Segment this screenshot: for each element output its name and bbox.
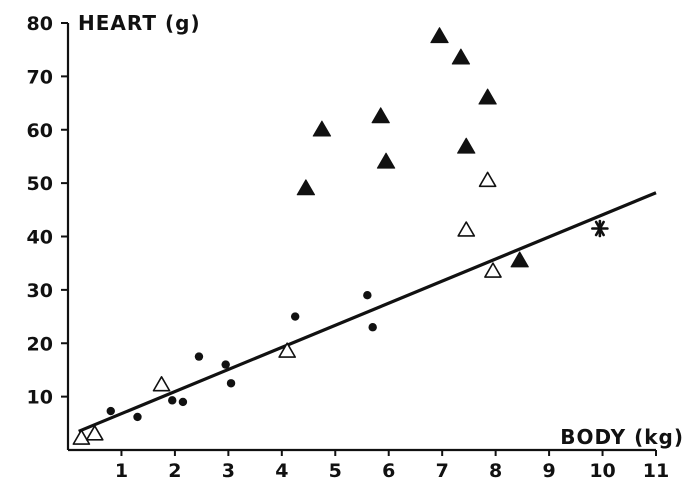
x-tick-label: 11 [643, 460, 669, 482]
data-point-open-triangle [72, 429, 91, 445]
tick-marks [61, 22, 657, 456]
data-point-filled-triangle [430, 27, 449, 44]
x-tick-label: 5 [329, 460, 342, 482]
y-axis-title: HEART (g) [78, 11, 201, 35]
regression-line [78, 191, 657, 433]
data-point-circle [194, 352, 204, 361]
x-tick-label: 2 [168, 460, 181, 482]
x-tick-label: 3 [222, 460, 235, 482]
data-point-open-triangle [484, 262, 502, 278]
data-point-circle [363, 291, 372, 300]
x-tick-label: 6 [382, 460, 395, 482]
y-tick-label: 60 [27, 120, 53, 142]
y-tick-label: 30 [27, 280, 53, 302]
x-tick-label: 10 [589, 460, 615, 482]
data-point-open-triangle [85, 425, 104, 441]
data-point-open-triangle [152, 376, 171, 392]
data-point-filled-triangle [457, 137, 476, 154]
data-point-circle [368, 323, 377, 332]
data-point-circle [168, 396, 177, 405]
data-point-circle [221, 360, 230, 369]
data-point-open-triangle [457, 221, 476, 237]
data-point-filled-triangle [478, 88, 497, 105]
x-tick-label: 8 [489, 460, 502, 482]
data-point-circle [106, 406, 115, 416]
x-tick-label: 1 [115, 460, 128, 482]
y-tick-label: 10 [27, 387, 53, 409]
y-tick-label: 40 [27, 227, 53, 249]
data-point-open-triangle [278, 342, 297, 358]
data-point-asterisk [591, 219, 609, 238]
data-markers [72, 27, 609, 445]
tick-labels: 1 2 3 4 5 6 7 8 9 10 11 10 20 30 40 50 60 70 80 [27, 13, 670, 482]
data-point-filled-triangle [296, 179, 316, 196]
data-point-circle [178, 397, 188, 407]
data-point-circle [290, 312, 300, 321]
data-point-circle [226, 379, 236, 388]
data-point-open-triangle [478, 171, 497, 188]
x-tick-label: 4 [275, 460, 288, 482]
data-point-filled-triangle [510, 251, 529, 268]
y-tick-label: 50 [27, 173, 53, 195]
data-point-filled-triangle [376, 152, 396, 169]
x-tick-label: 9 [542, 460, 555, 482]
x-tick-label: 7 [436, 460, 449, 482]
data-point-filled-triangle [451, 48, 471, 65]
y-tick-label: 80 [27, 13, 53, 35]
data-point-circle [133, 412, 142, 422]
y-tick-label: 70 [27, 66, 53, 88]
y-tick-label: 20 [27, 333, 53, 355]
data-point-filled-triangle [312, 120, 332, 137]
x-axis-title: BODY (kg) [560, 425, 684, 449]
data-point-filled-triangle [371, 107, 390, 124]
